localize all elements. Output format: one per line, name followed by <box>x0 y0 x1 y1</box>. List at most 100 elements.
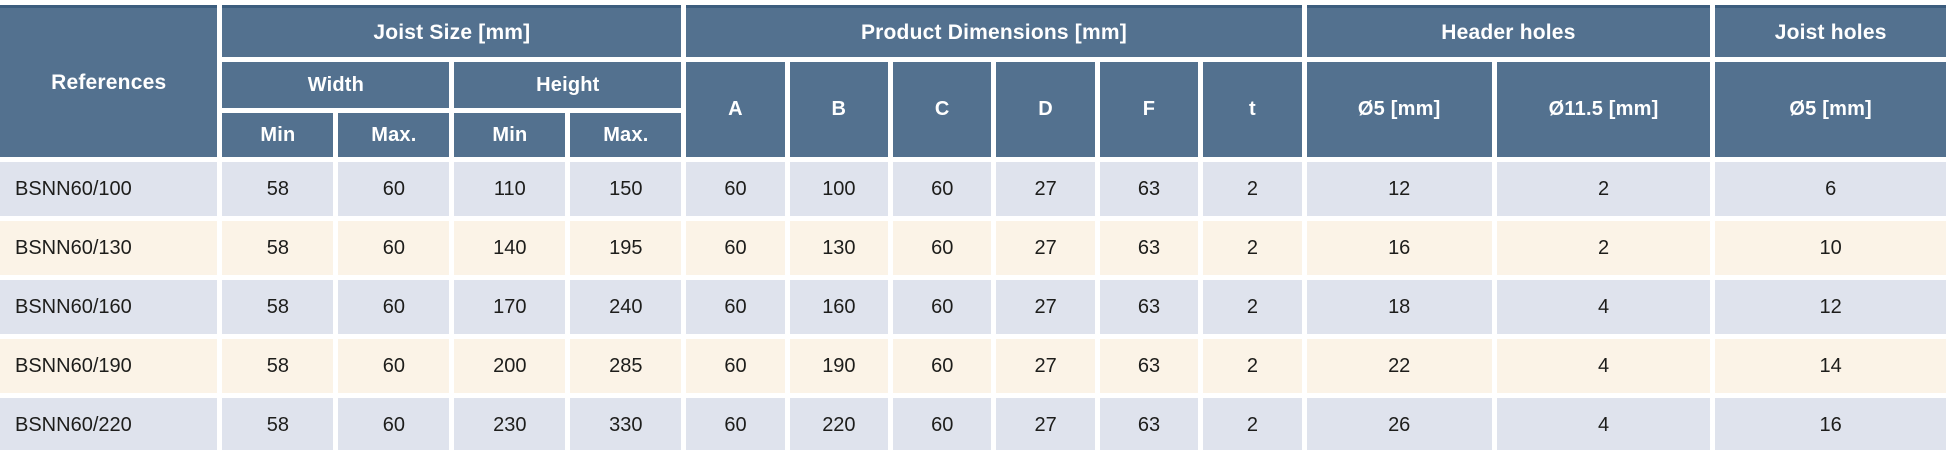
width-min-cell: 58 <box>222 280 334 334</box>
dim-c-cell: 60 <box>893 339 992 393</box>
joist-holes-d5-cell: 14 <box>1715 339 1946 393</box>
width-max-header: Max. <box>338 113 450 157</box>
dim-a-header: A <box>686 62 785 157</box>
dim-d-cell: 27 <box>996 162 1095 216</box>
dim-t-header: t <box>1203 62 1302 157</box>
width-min-cell: 58 <box>222 162 334 216</box>
dim-f-cell: 63 <box>1099 221 1199 275</box>
dim-b-cell: 100 <box>789 162 889 216</box>
table-row: BSNN60/100 58 60 110 150 60 100 60 27 63… <box>0 162 1946 216</box>
dim-t-cell: 2 <box>1203 398 1302 450</box>
table-row: BSNN60/190 58 60 200 285 60 190 60 27 63… <box>0 339 1946 393</box>
width-max-cell: 60 <box>338 398 450 450</box>
reference-cell: BSNN60/190 <box>0 339 218 393</box>
header-holes-d11-5-cell: 4 <box>1496 339 1711 393</box>
table-row: BSNN60/220 58 60 230 330 60 220 60 27 63… <box>0 398 1946 450</box>
width-max-cell: 60 <box>338 280 450 334</box>
header-holes-d5-cell: 16 <box>1306 221 1492 275</box>
dim-c-cell: 60 <box>893 162 992 216</box>
joist-holes-section-header: Joist holes <box>1715 5 1946 57</box>
dim-t-cell: 2 <box>1203 221 1302 275</box>
dim-f-cell: 63 <box>1099 398 1199 450</box>
header-holes-d5-header: Ø5 [mm] <box>1306 62 1492 157</box>
height-min-cell: 110 <box>454 162 566 216</box>
joist-holes-d5-cell: 12 <box>1715 280 1946 334</box>
dim-f-cell: 63 <box>1099 162 1199 216</box>
height-min-cell: 170 <box>454 280 566 334</box>
dim-b-cell: 220 <box>789 398 889 450</box>
table-row: BSNN60/160 58 60 170 240 60 160 60 27 63… <box>0 280 1946 334</box>
height-min-cell: 140 <box>454 221 566 275</box>
dim-a-cell: 60 <box>686 221 785 275</box>
header-holes-d11-5-cell: 2 <box>1496 221 1711 275</box>
product-dimensions-section-header: Product Dimensions [mm] <box>686 5 1302 57</box>
dim-a-cell: 60 <box>686 280 785 334</box>
width-max-cell: 60 <box>338 162 450 216</box>
reference-cell: BSNN60/220 <box>0 398 218 450</box>
header-holes-d5-cell: 18 <box>1306 280 1492 334</box>
height-max-cell: 240 <box>570 280 682 334</box>
height-max-cell: 195 <box>570 221 682 275</box>
dim-d-cell: 27 <box>996 221 1095 275</box>
height-max-cell: 285 <box>570 339 682 393</box>
dim-t-cell: 2 <box>1203 280 1302 334</box>
height-group-header: Height <box>454 62 682 108</box>
height-max-header: Max. <box>570 113 682 157</box>
dim-b-cell: 190 <box>789 339 889 393</box>
width-max-cell: 60 <box>338 339 450 393</box>
width-min-cell: 58 <box>222 221 334 275</box>
header-row-minmax: Min Max. Min Max. <box>0 113 1946 157</box>
height-min-cell: 230 <box>454 398 566 450</box>
dim-d-cell: 27 <box>996 339 1095 393</box>
header-row-groups: Width Height A B C D F t Ø5 [mm] Ø11.5 [… <box>0 62 1946 157</box>
dim-b-header: B <box>789 62 889 157</box>
reference-cell: BSNN60/160 <box>0 280 218 334</box>
header-holes-d11-5-header: Ø11.5 [mm] <box>1496 62 1711 157</box>
dim-a-cell: 60 <box>686 162 785 216</box>
dim-c-cell: 60 <box>893 221 992 275</box>
dim-t-cell: 2 <box>1203 162 1302 216</box>
header-holes-section-header: Header holes <box>1306 5 1711 57</box>
header-holes-d11-5-cell: 2 <box>1496 162 1711 216</box>
joist-size-section-header: Joist Size [mm] <box>222 5 682 57</box>
dim-f-cell: 63 <box>1099 280 1199 334</box>
dim-c-cell: 60 <box>893 398 992 450</box>
dim-d-header: D <box>996 62 1095 157</box>
dim-c-header: C <box>893 62 992 157</box>
dim-b-cell: 160 <box>789 280 889 334</box>
dim-b-cell: 130 <box>789 221 889 275</box>
dim-f-cell: 63 <box>1099 339 1199 393</box>
reference-cell: BSNN60/100 <box>0 162 218 216</box>
joist-holes-d5-cell: 16 <box>1715 398 1946 450</box>
width-min-cell: 58 <box>222 339 334 393</box>
references-header: References <box>0 5 218 157</box>
dim-d-cell: 27 <box>996 280 1095 334</box>
dim-t-cell: 2 <box>1203 339 1302 393</box>
dim-f-header: F <box>1099 62 1199 157</box>
dim-c-cell: 60 <box>893 280 992 334</box>
header-holes-d5-cell: 12 <box>1306 162 1492 216</box>
joist-holes-d5-cell: 10 <box>1715 221 1946 275</box>
joist-holes-d5-header: Ø5 [mm] <box>1715 62 1946 157</box>
height-max-cell: 330 <box>570 398 682 450</box>
reference-cell: BSNN60/130 <box>0 221 218 275</box>
table-row: BSNN60/130 58 60 140 195 60 130 60 27 63… <box>0 221 1946 275</box>
header-holes-d11-5-cell: 4 <box>1496 280 1711 334</box>
width-min-cell: 58 <box>222 398 334 450</box>
header-holes-d5-cell: 22 <box>1306 339 1492 393</box>
width-max-cell: 60 <box>338 221 450 275</box>
header-row-sections: References Joist Size [mm] Product Dimen… <box>0 5 1946 157</box>
height-min-header: Min <box>454 113 566 157</box>
height-max-cell: 150 <box>570 162 682 216</box>
dim-a-cell: 60 <box>686 398 785 450</box>
joist-holes-d5-cell: 6 <box>1715 162 1946 216</box>
header-holes-d11-5-cell: 4 <box>1496 398 1711 450</box>
height-min-cell: 200 <box>454 339 566 393</box>
dim-a-cell: 60 <box>686 339 785 393</box>
dim-d-cell: 27 <box>996 398 1095 450</box>
header-holes-d5-cell: 26 <box>1306 398 1492 450</box>
width-group-header: Width <box>222 62 450 108</box>
width-min-header: Min <box>222 113 334 157</box>
